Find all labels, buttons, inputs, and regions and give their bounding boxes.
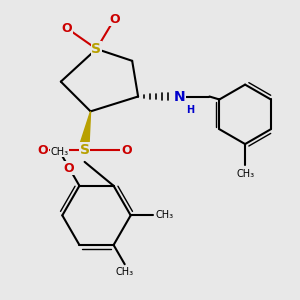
Text: CH₃: CH₃ (236, 169, 254, 179)
Text: O: O (109, 13, 120, 26)
Text: CH₃: CH₃ (156, 210, 174, 220)
Text: O: O (64, 161, 74, 175)
Text: H: H (186, 105, 194, 116)
Polygon shape (80, 111, 91, 145)
Text: O: O (61, 22, 72, 34)
Text: O: O (38, 143, 48, 157)
Text: CH₃: CH₃ (51, 147, 69, 157)
Text: O: O (121, 143, 131, 157)
Text: N: N (174, 89, 185, 103)
Text: S: S (80, 143, 90, 157)
Text: S: S (92, 42, 101, 56)
Text: CH₃: CH₃ (116, 267, 134, 277)
